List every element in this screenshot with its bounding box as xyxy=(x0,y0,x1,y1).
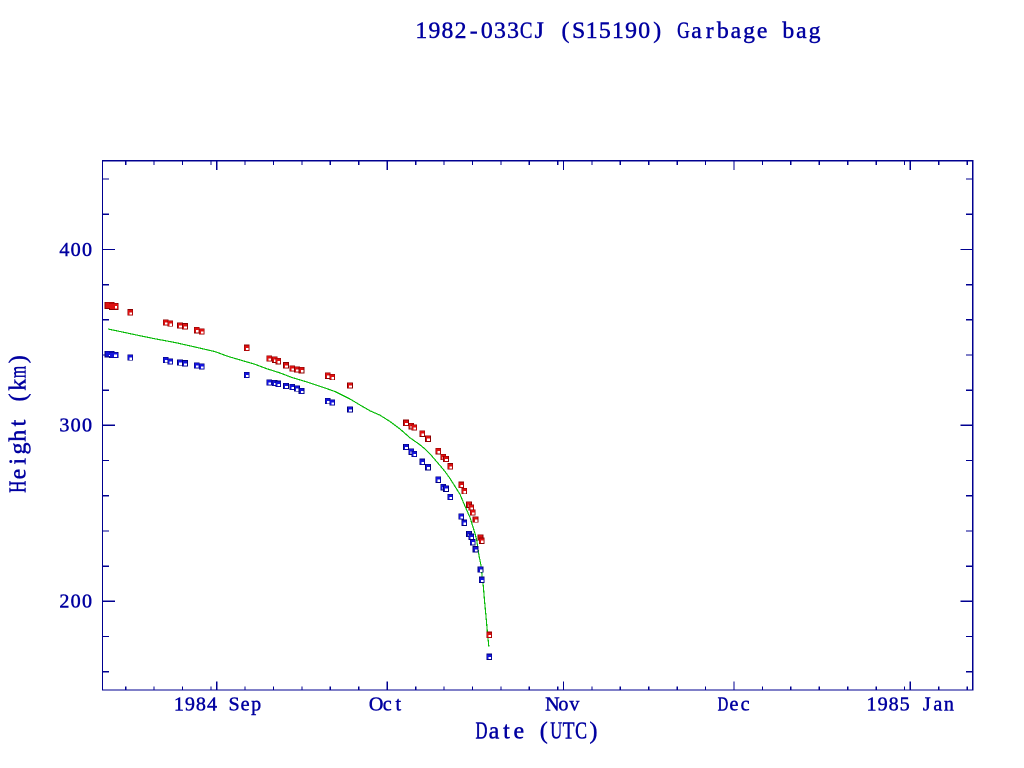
svg-text:c: c xyxy=(741,694,750,716)
svg-text:t: t xyxy=(395,694,401,716)
svg-text:3: 3 xyxy=(494,18,506,44)
svg-text:0: 0 xyxy=(71,239,81,261)
svg-text:m: m xyxy=(5,366,31,378)
svg-text:8: 8 xyxy=(442,18,454,44)
svg-text:N: N xyxy=(545,694,560,716)
svg-text:b: b xyxy=(717,18,729,44)
svg-text:5: 5 xyxy=(599,18,611,44)
svg-text:H: H xyxy=(5,481,31,493)
svg-text:i: i xyxy=(5,458,31,465)
svg-text:e: e xyxy=(730,694,739,716)
svg-text:g: g xyxy=(5,443,31,455)
svg-text:e: e xyxy=(241,694,250,716)
svg-text:1: 1 xyxy=(612,18,624,44)
svg-text:T: T xyxy=(563,719,575,745)
svg-text:a: a xyxy=(691,18,702,44)
svg-text:a: a xyxy=(933,694,942,716)
svg-text:9: 9 xyxy=(428,18,440,44)
svg-text:4: 4 xyxy=(59,239,69,261)
svg-text:D: D xyxy=(476,719,488,745)
svg-text:8: 8 xyxy=(889,694,899,716)
svg-text:U: U xyxy=(550,719,562,745)
svg-text:1: 1 xyxy=(174,694,184,716)
svg-text:S: S xyxy=(572,18,585,44)
svg-text:(: ( xyxy=(540,719,548,745)
svg-text:3: 3 xyxy=(507,18,519,44)
svg-text:e: e xyxy=(757,18,768,44)
svg-text:v: v xyxy=(569,694,580,716)
svg-text:k: k xyxy=(5,379,31,391)
svg-text:0: 0 xyxy=(638,18,650,44)
svg-text:n: n xyxy=(944,694,954,716)
svg-text:9: 9 xyxy=(185,694,195,716)
svg-text:t: t xyxy=(503,719,510,745)
svg-text:a: a xyxy=(731,18,742,44)
svg-text:4: 4 xyxy=(207,694,217,716)
svg-text:g: g xyxy=(743,18,755,44)
svg-text:2: 2 xyxy=(59,591,69,613)
svg-text:): ) xyxy=(5,355,31,363)
svg-text:8: 8 xyxy=(196,694,206,716)
svg-text:G: G xyxy=(677,18,690,44)
svg-text:5: 5 xyxy=(900,694,910,716)
svg-text:h: h xyxy=(5,430,31,442)
svg-text:D: D xyxy=(718,694,729,716)
svg-text:-: - xyxy=(470,18,478,44)
svg-text:r: r xyxy=(706,18,714,44)
svg-text:e: e xyxy=(5,469,31,480)
svg-text:1: 1 xyxy=(415,18,427,44)
svg-text:O: O xyxy=(369,694,384,716)
svg-text:0: 0 xyxy=(71,591,81,613)
svg-text:t: t xyxy=(5,419,31,426)
svg-text:2: 2 xyxy=(455,18,467,44)
svg-text:0: 0 xyxy=(71,415,81,437)
svg-text:1: 1 xyxy=(867,694,877,716)
svg-text:9: 9 xyxy=(878,694,888,716)
svg-text:0: 0 xyxy=(82,415,92,437)
svg-text:3: 3 xyxy=(59,415,69,437)
svg-text:a: a xyxy=(489,719,500,745)
svg-text:0: 0 xyxy=(82,591,92,613)
svg-text:(: ( xyxy=(5,394,31,402)
svg-text:C: C xyxy=(575,719,587,745)
svg-text:J: J xyxy=(923,694,931,716)
svg-text:): ) xyxy=(589,719,597,745)
svg-text:b: b xyxy=(782,18,794,44)
svg-text:1: 1 xyxy=(586,18,598,44)
svg-text:J: J xyxy=(535,18,544,44)
svg-text:0: 0 xyxy=(82,239,92,261)
svg-text:g: g xyxy=(809,18,821,44)
svg-text:9: 9 xyxy=(625,18,637,44)
svg-text:c: c xyxy=(383,694,392,716)
svg-text:(: ( xyxy=(562,18,570,44)
svg-text:S: S xyxy=(228,694,239,716)
svg-text:p: p xyxy=(251,694,261,716)
svg-text:): ) xyxy=(653,18,661,44)
svg-text:0: 0 xyxy=(481,18,493,44)
svg-text:a: a xyxy=(796,18,807,44)
svg-text:o: o xyxy=(558,694,568,716)
svg-text:e: e xyxy=(514,719,525,745)
svg-text:C: C xyxy=(520,18,533,44)
